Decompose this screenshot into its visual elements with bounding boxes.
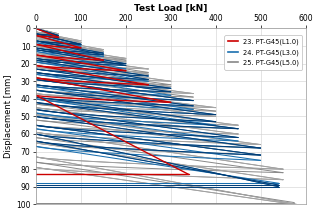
Y-axis label: Displacement [mm]: Displacement [mm] bbox=[4, 75, 13, 158]
Legend: 23. PT-G45(L1.0), 24. PT-G45(L3.0), 25. PT-G45(L5.0): 23. PT-G45(L1.0), 24. PT-G45(L3.0), 25. … bbox=[224, 35, 302, 70]
X-axis label: Test Load [kN]: Test Load [kN] bbox=[134, 4, 207, 13]
